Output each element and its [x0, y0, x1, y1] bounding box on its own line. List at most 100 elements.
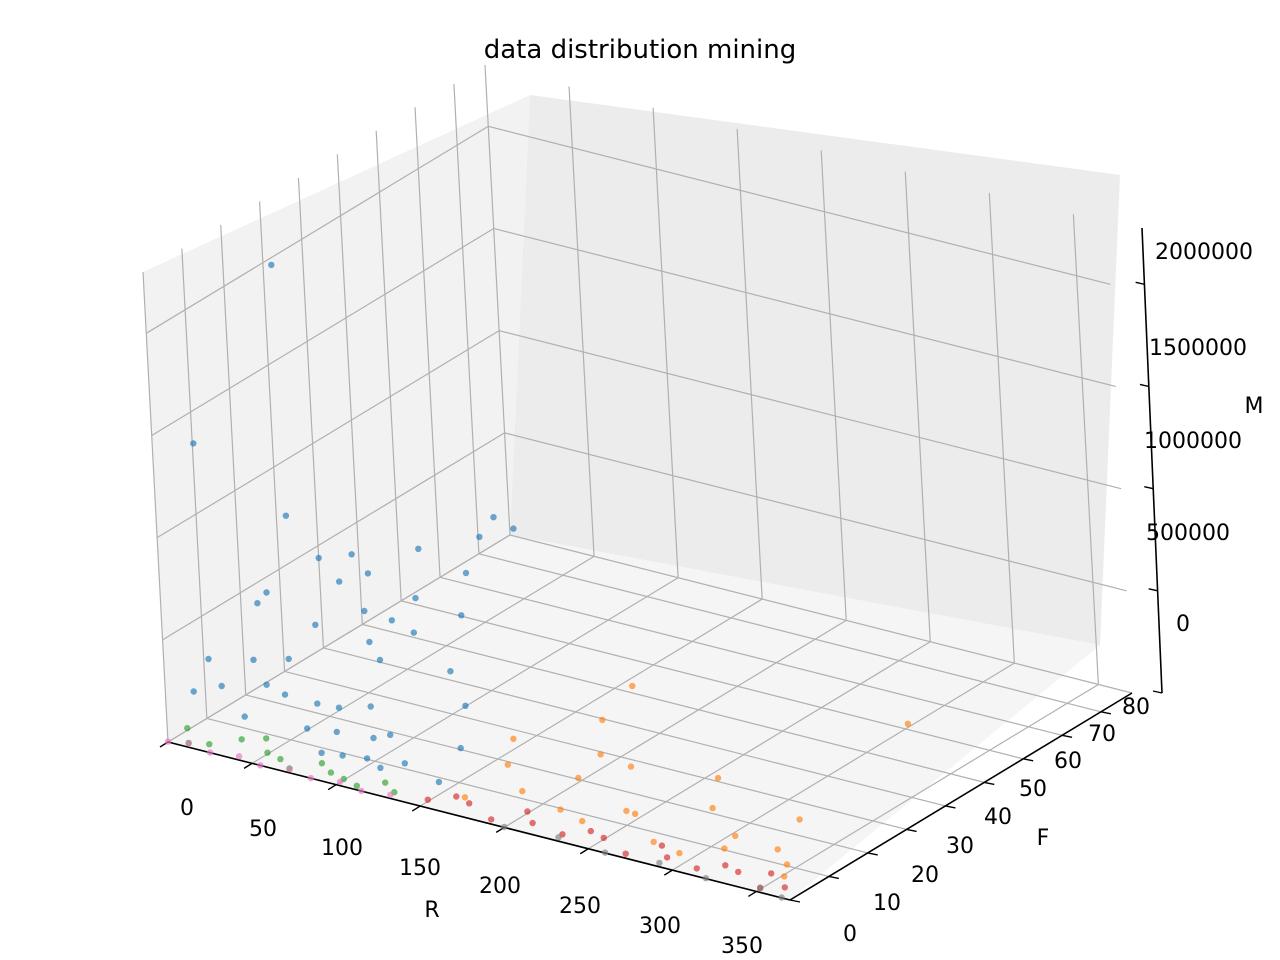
y-tick-label: 60	[1054, 749, 1082, 774]
data-point	[781, 873, 788, 880]
grid-line-z	[504, 432, 1127, 592]
grid-line-y	[245, 694, 868, 854]
data-point	[676, 849, 683, 857]
data-point	[529, 819, 536, 827]
y-tick-mark	[945, 805, 956, 809]
data-point	[599, 716, 606, 724]
z-tick-label: 500000	[1146, 521, 1230, 546]
grid-line-y	[258, 201, 286, 672]
x-tick-label: 250	[559, 894, 601, 919]
grid-line-z	[167, 534, 511, 743]
x-axis-label: R	[424, 898, 439, 923]
grid-line-z	[162, 432, 505, 641]
data-points	[164, 261, 912, 901]
x-tick-mark	[327, 784, 337, 791]
z-tick-label: 1000000	[1144, 429, 1242, 454]
z-tick-label: 1500000	[1149, 336, 1247, 361]
data-point	[524, 808, 531, 815]
data-point	[435, 778, 443, 786]
data-point	[757, 885, 764, 892]
y-axis-label: F	[1037, 826, 1050, 851]
data-point	[286, 765, 293, 773]
grid-line-z	[151, 227, 495, 436]
data-point	[462, 702, 469, 709]
data-point	[555, 834, 562, 841]
data-point	[658, 842, 666, 849]
y-tick-mark	[828, 875, 840, 880]
data-point	[462, 569, 470, 577]
data-point	[257, 762, 264, 769]
data-point	[377, 764, 384, 771]
grid-line-z	[509, 534, 1133, 694]
y-tick-mark	[984, 781, 995, 786]
grid-line-y	[323, 647, 946, 807]
y-tick-label: 80	[1122, 695, 1150, 720]
data-point	[415, 545, 422, 552]
y-tick-label: 70	[1088, 722, 1116, 747]
grid-line-x	[419, 598, 763, 807]
data-point	[358, 787, 365, 795]
y-tick-mark	[867, 852, 878, 856]
z-axis-ticks: 0 500000 1000000 1500000 2000000	[1144, 240, 1253, 637]
data-point	[254, 600, 261, 607]
grid-line-z	[493, 227, 1116, 388]
grid-line-z	[145, 125, 489, 334]
x-tick-mark	[411, 805, 421, 812]
y-axis-ticks: 0 10 20 30 40 50 60 70 80	[843, 695, 1150, 947]
axes	[159, 227, 1163, 903]
data-point	[235, 753, 243, 760]
data-point	[206, 741, 213, 748]
grid-line-z	[498, 330, 1122, 490]
data-point	[650, 838, 657, 846]
grid-line-x	[904, 171, 931, 642]
data-point	[263, 589, 270, 596]
data-point	[466, 800, 473, 807]
y-tick-label: 30	[946, 834, 974, 859]
data-point	[575, 774, 582, 782]
data-point	[285, 655, 292, 663]
data-point	[364, 570, 372, 577]
data-point	[281, 691, 289, 698]
grid-line-x	[756, 683, 1099, 892]
data-point	[353, 782, 360, 789]
y-tick-mark	[1100, 711, 1112, 715]
data-point	[264, 749, 271, 756]
grid-line-y	[375, 130, 402, 601]
data-point	[458, 612, 465, 619]
data-point	[339, 752, 346, 759]
grid-line-y	[284, 670, 907, 831]
z-axis-line	[1141, 227, 1163, 694]
z-tick-mark	[1139, 383, 1150, 388]
data-point	[185, 740, 192, 747]
chart-title: data distribution mining	[484, 35, 797, 65]
data-point	[796, 816, 803, 823]
z-tick-mark	[1152, 690, 1163, 694]
data-point	[631, 810, 639, 817]
data-point	[282, 512, 290, 519]
z-tick-label: 2000000	[1155, 240, 1253, 265]
data-point	[447, 668, 454, 675]
data-point	[268, 261, 275, 269]
data-point	[401, 760, 408, 767]
data-point	[376, 656, 384, 664]
grid-line-z	[156, 330, 500, 539]
grid-line-y	[478, 553, 1102, 713]
data-point	[709, 804, 716, 812]
x-tick-label: 100	[321, 836, 363, 861]
grid-line-x	[652, 107, 679, 578]
x-axis-ticks: 0 50 100 150 200 250 300 350	[180, 796, 763, 959]
data-point	[702, 875, 710, 882]
data-point	[504, 761, 511, 768]
data-point	[218, 682, 225, 690]
grid-line-y	[362, 623, 985, 783]
x-tick-mark	[579, 848, 589, 855]
grid-line-x	[736, 129, 763, 600]
data-point	[519, 787, 526, 795]
y-tick-label: 10	[873, 891, 901, 916]
data-point	[307, 774, 315, 782]
grid-line-y	[297, 177, 325, 648]
data-point	[263, 735, 270, 742]
data-point	[721, 845, 728, 852]
data-point	[781, 884, 788, 891]
x-tick-label: 150	[399, 856, 441, 881]
